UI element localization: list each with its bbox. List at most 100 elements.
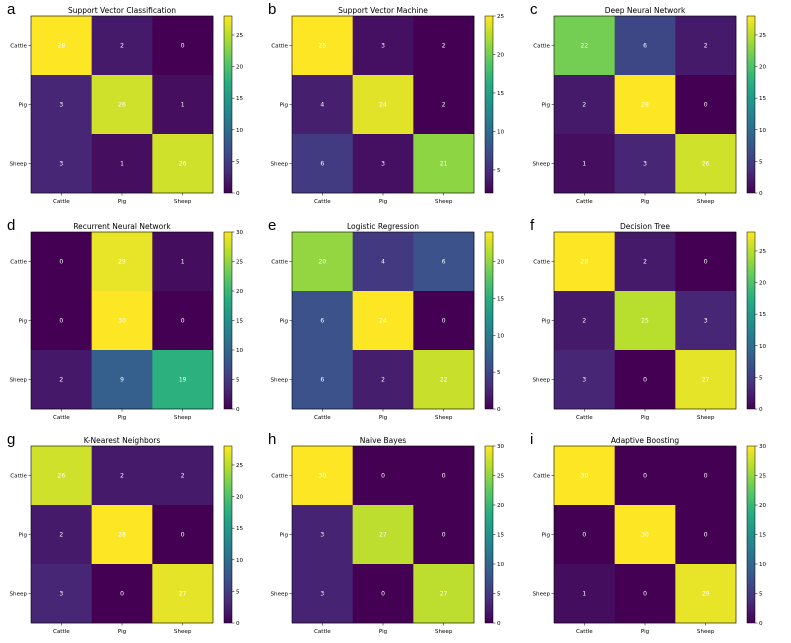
heatmap-cell (152, 350, 214, 410)
heatmap-cell (675, 505, 737, 565)
cell-value-label: 24 (379, 102, 387, 109)
cell-value-label: 28 (641, 102, 649, 109)
colorbar-tick-label: 20 (497, 52, 505, 58)
x-tick-label: Cattle (53, 199, 70, 205)
y-tick-label: Cattle (271, 44, 288, 50)
heatmap-cell (152, 505, 214, 565)
cell-value-label: 27 (179, 591, 187, 598)
cell-value-label: 6 (320, 377, 324, 384)
x-tick-label: Cattle (576, 629, 593, 635)
colorbar (746, 445, 756, 624)
y-tick-label: Pig (542, 533, 551, 539)
colorbar-tick-label: 15 (759, 312, 767, 318)
colorbar-tick-label: 20 (497, 260, 505, 266)
heatmap-cell (91, 350, 153, 410)
cell-value-label: 26 (702, 161, 710, 168)
y-tick-label: Cattle (271, 260, 288, 266)
colorbar-tick-label: 20 (759, 281, 767, 287)
panel-letter: a (7, 1, 16, 18)
cell-value-label: 22 (581, 43, 589, 50)
heatmap-cell (31, 505, 92, 565)
cell-value-label: 0 (643, 377, 647, 384)
cell-value-label: 2 (59, 532, 63, 539)
cell-value-label: 0 (381, 591, 385, 598)
y-tick-label: Sheep (532, 162, 550, 168)
heatmap-cell (292, 350, 353, 410)
heatmap-cell (614, 291, 676, 351)
colorbar-tick-label: 10 (759, 128, 767, 134)
cell-value-label: 0 (381, 473, 385, 480)
x-tick-label: Sheep (174, 199, 192, 205)
panel-g: g K-Nearest Neighbors 26 2 2 2 28 0 3 0 27 Cattle Pi… (7, 431, 244, 635)
cell-value-label: 3 (643, 161, 647, 168)
cell-value-label: 0 (704, 259, 708, 266)
x-tick-label: Cattle (576, 415, 593, 421)
heatmap-cell (352, 16, 414, 76)
cell-value-label: 0 (59, 318, 63, 325)
cell-value-label: 3 (320, 532, 324, 539)
cell-value-label: 0 (704, 473, 708, 480)
cell-value-label: 2 (442, 43, 446, 50)
heatmap-cell (31, 75, 92, 135)
cell-value-label: 0 (582, 532, 586, 539)
colorbar (746, 15, 756, 194)
cell-value-label: 2 (120, 473, 124, 480)
heatmap-cell (614, 75, 676, 135)
cell-value-label: 3 (59, 102, 63, 109)
heatmap-cell (352, 291, 414, 351)
y-tick-label: Cattle (271, 474, 288, 480)
y-tick-label: Cattle (10, 44, 27, 50)
colorbar-tick-label: 20 (759, 503, 767, 509)
colorbar-tick-label: 10 (236, 128, 244, 134)
cell-value-label: 21 (440, 161, 448, 168)
cell-value-label: 24 (379, 318, 387, 325)
heatmap-cell (292, 446, 353, 506)
y-tick-label: Sheep (9, 162, 27, 168)
y-tick-label: Cattle (533, 474, 550, 480)
colorbar (746, 231, 756, 410)
colorbar-tick-label: 10 (497, 129, 505, 135)
cell-value-label: 6 (320, 161, 324, 168)
heatmap-cell (675, 16, 737, 76)
cell-value-label: 0 (643, 473, 647, 480)
panel-letter: f (530, 217, 535, 234)
heatmap-cell (352, 564, 414, 624)
colorbar-tick-label: 15 (497, 296, 505, 302)
cell-value-label: 30 (319, 473, 327, 480)
heatmap-cell (292, 16, 353, 76)
heatmap-cell (413, 75, 475, 135)
cell-value-label: 0 (704, 532, 708, 539)
cell-value-label: 27 (440, 591, 448, 598)
heatmap-cell (413, 134, 475, 194)
colorbar-tick-label: 20 (236, 495, 244, 501)
y-tick-label: Cattle (533, 260, 550, 266)
cell-value-label: 1 (582, 161, 586, 168)
x-tick-label: Cattle (53, 629, 70, 635)
cell-value-label: 26 (118, 102, 126, 109)
x-tick-label: Pig (118, 629, 127, 635)
heatmap-cell (91, 134, 153, 194)
cell-value-label: 2 (704, 43, 708, 50)
panel-letter: c (530, 1, 538, 18)
panel-title: Recurrent Neural Network (73, 222, 171, 231)
heatmap-cell (91, 564, 153, 624)
cell-value-label: 0 (181, 43, 185, 50)
heatmap-cell (614, 16, 676, 76)
cell-value-label: 30 (118, 318, 126, 325)
heatmap-cell (31, 291, 92, 351)
cell-value-label: 0 (442, 532, 446, 539)
colorbar-tick-label: 5 (236, 589, 240, 595)
panel-title: Support Vector Machine (338, 6, 428, 15)
x-tick-label: Sheep (174, 415, 192, 421)
x-tick-label: Sheep (435, 629, 453, 635)
cell-value-label: 3 (59, 161, 63, 168)
heatmap-cell (675, 232, 737, 292)
x-tick-label: Sheep (697, 629, 715, 635)
colorbar-tick-label: 30 (759, 444, 767, 450)
heatmap-cell (554, 564, 615, 624)
y-tick-label: Sheep (532, 378, 550, 384)
cell-value-label: 0 (442, 318, 446, 325)
